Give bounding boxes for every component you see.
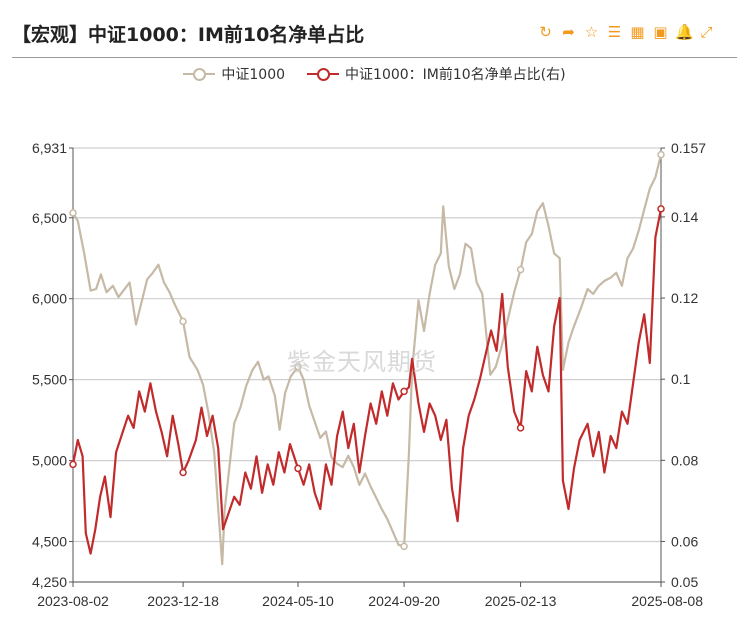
x-tick-label: 2024-05-10 xyxy=(262,593,334,609)
series-point-index xyxy=(69,209,77,217)
x-tick-label: 2024-09-20 xyxy=(368,593,440,609)
star-icon[interactable]: ☆ xyxy=(584,23,599,41)
series-point-net-ratio xyxy=(179,468,187,477)
y-right-tick-label: 0.14 xyxy=(671,209,698,225)
y-left-tick-label: 6,931 xyxy=(32,140,67,156)
y-left-tick-label: 6,000 xyxy=(32,291,67,307)
y-right-tick-label: 0.157 xyxy=(671,140,706,156)
series-point-net-ratio xyxy=(294,464,302,473)
series-point-net-ratio xyxy=(516,424,525,432)
list-icon[interactable]: ☰ xyxy=(607,23,622,41)
watermark: 紫金天风期货 xyxy=(287,348,437,376)
y-left-tick-label: 5,000 xyxy=(32,453,67,469)
tick-labels: 6,931 6,500 6,000 5,500 5,000 4,500 4,250 0.157… xyxy=(32,140,706,609)
y-right-tick-label: 0.06 xyxy=(671,533,698,549)
x-tick-label: 2023-12-18 xyxy=(147,593,219,609)
bell-icon[interactable]: 🔔 xyxy=(675,23,694,41)
y-left-tick-label: 4,500 xyxy=(32,534,67,550)
series-point-index xyxy=(294,362,302,371)
y-right-tick-label: 0.05 xyxy=(671,574,698,590)
chart-legend: 中证1000 中证1000：IM前10名净单占比(右) xyxy=(0,64,749,84)
image-icon[interactable]: ▣ xyxy=(653,23,668,41)
x-tick-label: 2025-02-13 xyxy=(485,593,557,609)
legend-item-index[interactable]: 中证1000 xyxy=(183,64,285,84)
title-divider xyxy=(12,57,737,58)
legend-item-net-ratio[interactable]: 中证1000：IM前10名净单占比(右) xyxy=(307,64,566,84)
y-left-tick-label: 5,500 xyxy=(32,372,67,388)
y-left-tick-label: 6,500 xyxy=(32,210,67,226)
y-left-tick-label: 4,250 xyxy=(32,574,67,590)
page-title: 【宏观】中证1000：IM前10名净单占比 xyxy=(12,24,365,46)
refresh-icon[interactable]: ↻ xyxy=(539,23,552,41)
series-point-index xyxy=(179,317,187,326)
series-lines xyxy=(69,150,665,566)
series-point-net-ratio xyxy=(657,205,665,213)
fullscreen-icon[interactable]: ⤢ xyxy=(700,23,713,41)
legend-label-index: 中证1000 xyxy=(221,67,286,83)
legend-label-net-ratio: 中证1000：IM前10名净单占比(右) xyxy=(345,67,566,83)
series-point-net-ratio xyxy=(69,460,77,469)
share-icon[interactable]: ➦ xyxy=(562,23,575,41)
table-icon[interactable]: ▦ xyxy=(630,23,645,41)
series-line-index xyxy=(72,154,663,566)
y-right-tick-label: 0.08 xyxy=(671,452,698,468)
series-point-index xyxy=(657,150,665,159)
y-right-tick-label: 0.12 xyxy=(671,290,698,306)
axes xyxy=(69,147,665,587)
series-point-index xyxy=(516,265,525,274)
x-tick-label: 2025-08-08 xyxy=(631,593,703,609)
legend-marker-index xyxy=(183,67,216,81)
series-point-index xyxy=(400,542,408,551)
legend-marker-net-ratio xyxy=(307,67,340,81)
y-right-tick-label: 0.1 xyxy=(671,371,691,387)
series-line-net-ratio xyxy=(71,208,663,555)
x-tick-label: 2023-08-02 xyxy=(37,593,109,609)
chart-toolbar: ↻ ➦ ☆ ☰ ▦ ▣ 🔔 ⤢ xyxy=(537,24,715,41)
series-point-net-ratio xyxy=(400,387,408,396)
